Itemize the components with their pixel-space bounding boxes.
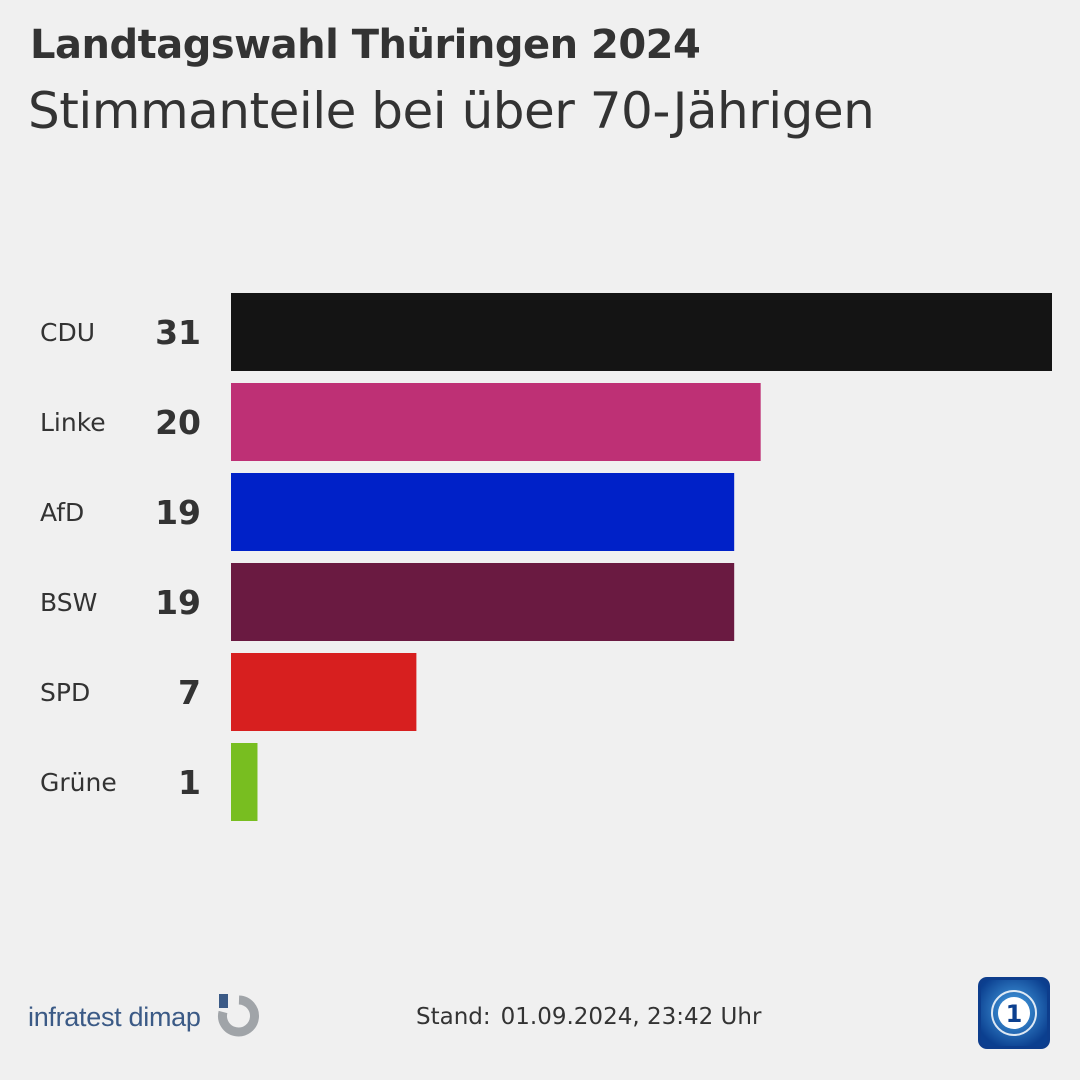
ard-logo-text: 1: [1006, 1000, 1023, 1028]
value-label-gr-ne: 1: [178, 763, 201, 802]
bar-bsw: [231, 563, 735, 641]
bar-linke: [231, 383, 761, 461]
bar-afd: [231, 473, 735, 551]
infratest-dimap-logo: infratest dimap: [28, 994, 265, 1040]
category-label-bsw: BSW: [40, 588, 97, 617]
bar-gr-ne: [231, 743, 258, 821]
chart-subtitle: Stimmanteile bei über 70-Jährigen: [28, 82, 875, 140]
value-label-afd: 19: [155, 493, 201, 532]
category-label-cdu: CDU: [40, 318, 95, 347]
bar-spd: [231, 653, 417, 731]
infratest-dimap-mark-icon: [217, 994, 259, 1037]
bar-cdu: [231, 293, 1052, 371]
timestamp-value: 01.09.2024, 23:42 Uhr: [500, 1004, 762, 1030]
value-label-linke: 20: [155, 403, 201, 442]
category-label-afd: AfD: [40, 498, 84, 527]
category-label-linke: Linke: [40, 408, 106, 437]
timestamp-label: Stand:: [416, 1004, 491, 1030]
category-label-gr-ne: Grüne: [40, 768, 117, 797]
value-label-bsw: 19: [155, 583, 201, 622]
ard-logo-icon: 1: [978, 977, 1050, 1049]
chart-title: Landtagswahl Thüringen 2024: [30, 22, 701, 68]
timestamp: Stand: 01.09.2024, 23:42 Uhr: [416, 1004, 761, 1030]
category-label-spd: SPD: [40, 678, 90, 707]
value-label-spd: 7: [178, 673, 201, 712]
infratest-dimap-logo-text: infratest dimap: [28, 1001, 201, 1032]
value-label-cdu: 31: [155, 313, 201, 352]
